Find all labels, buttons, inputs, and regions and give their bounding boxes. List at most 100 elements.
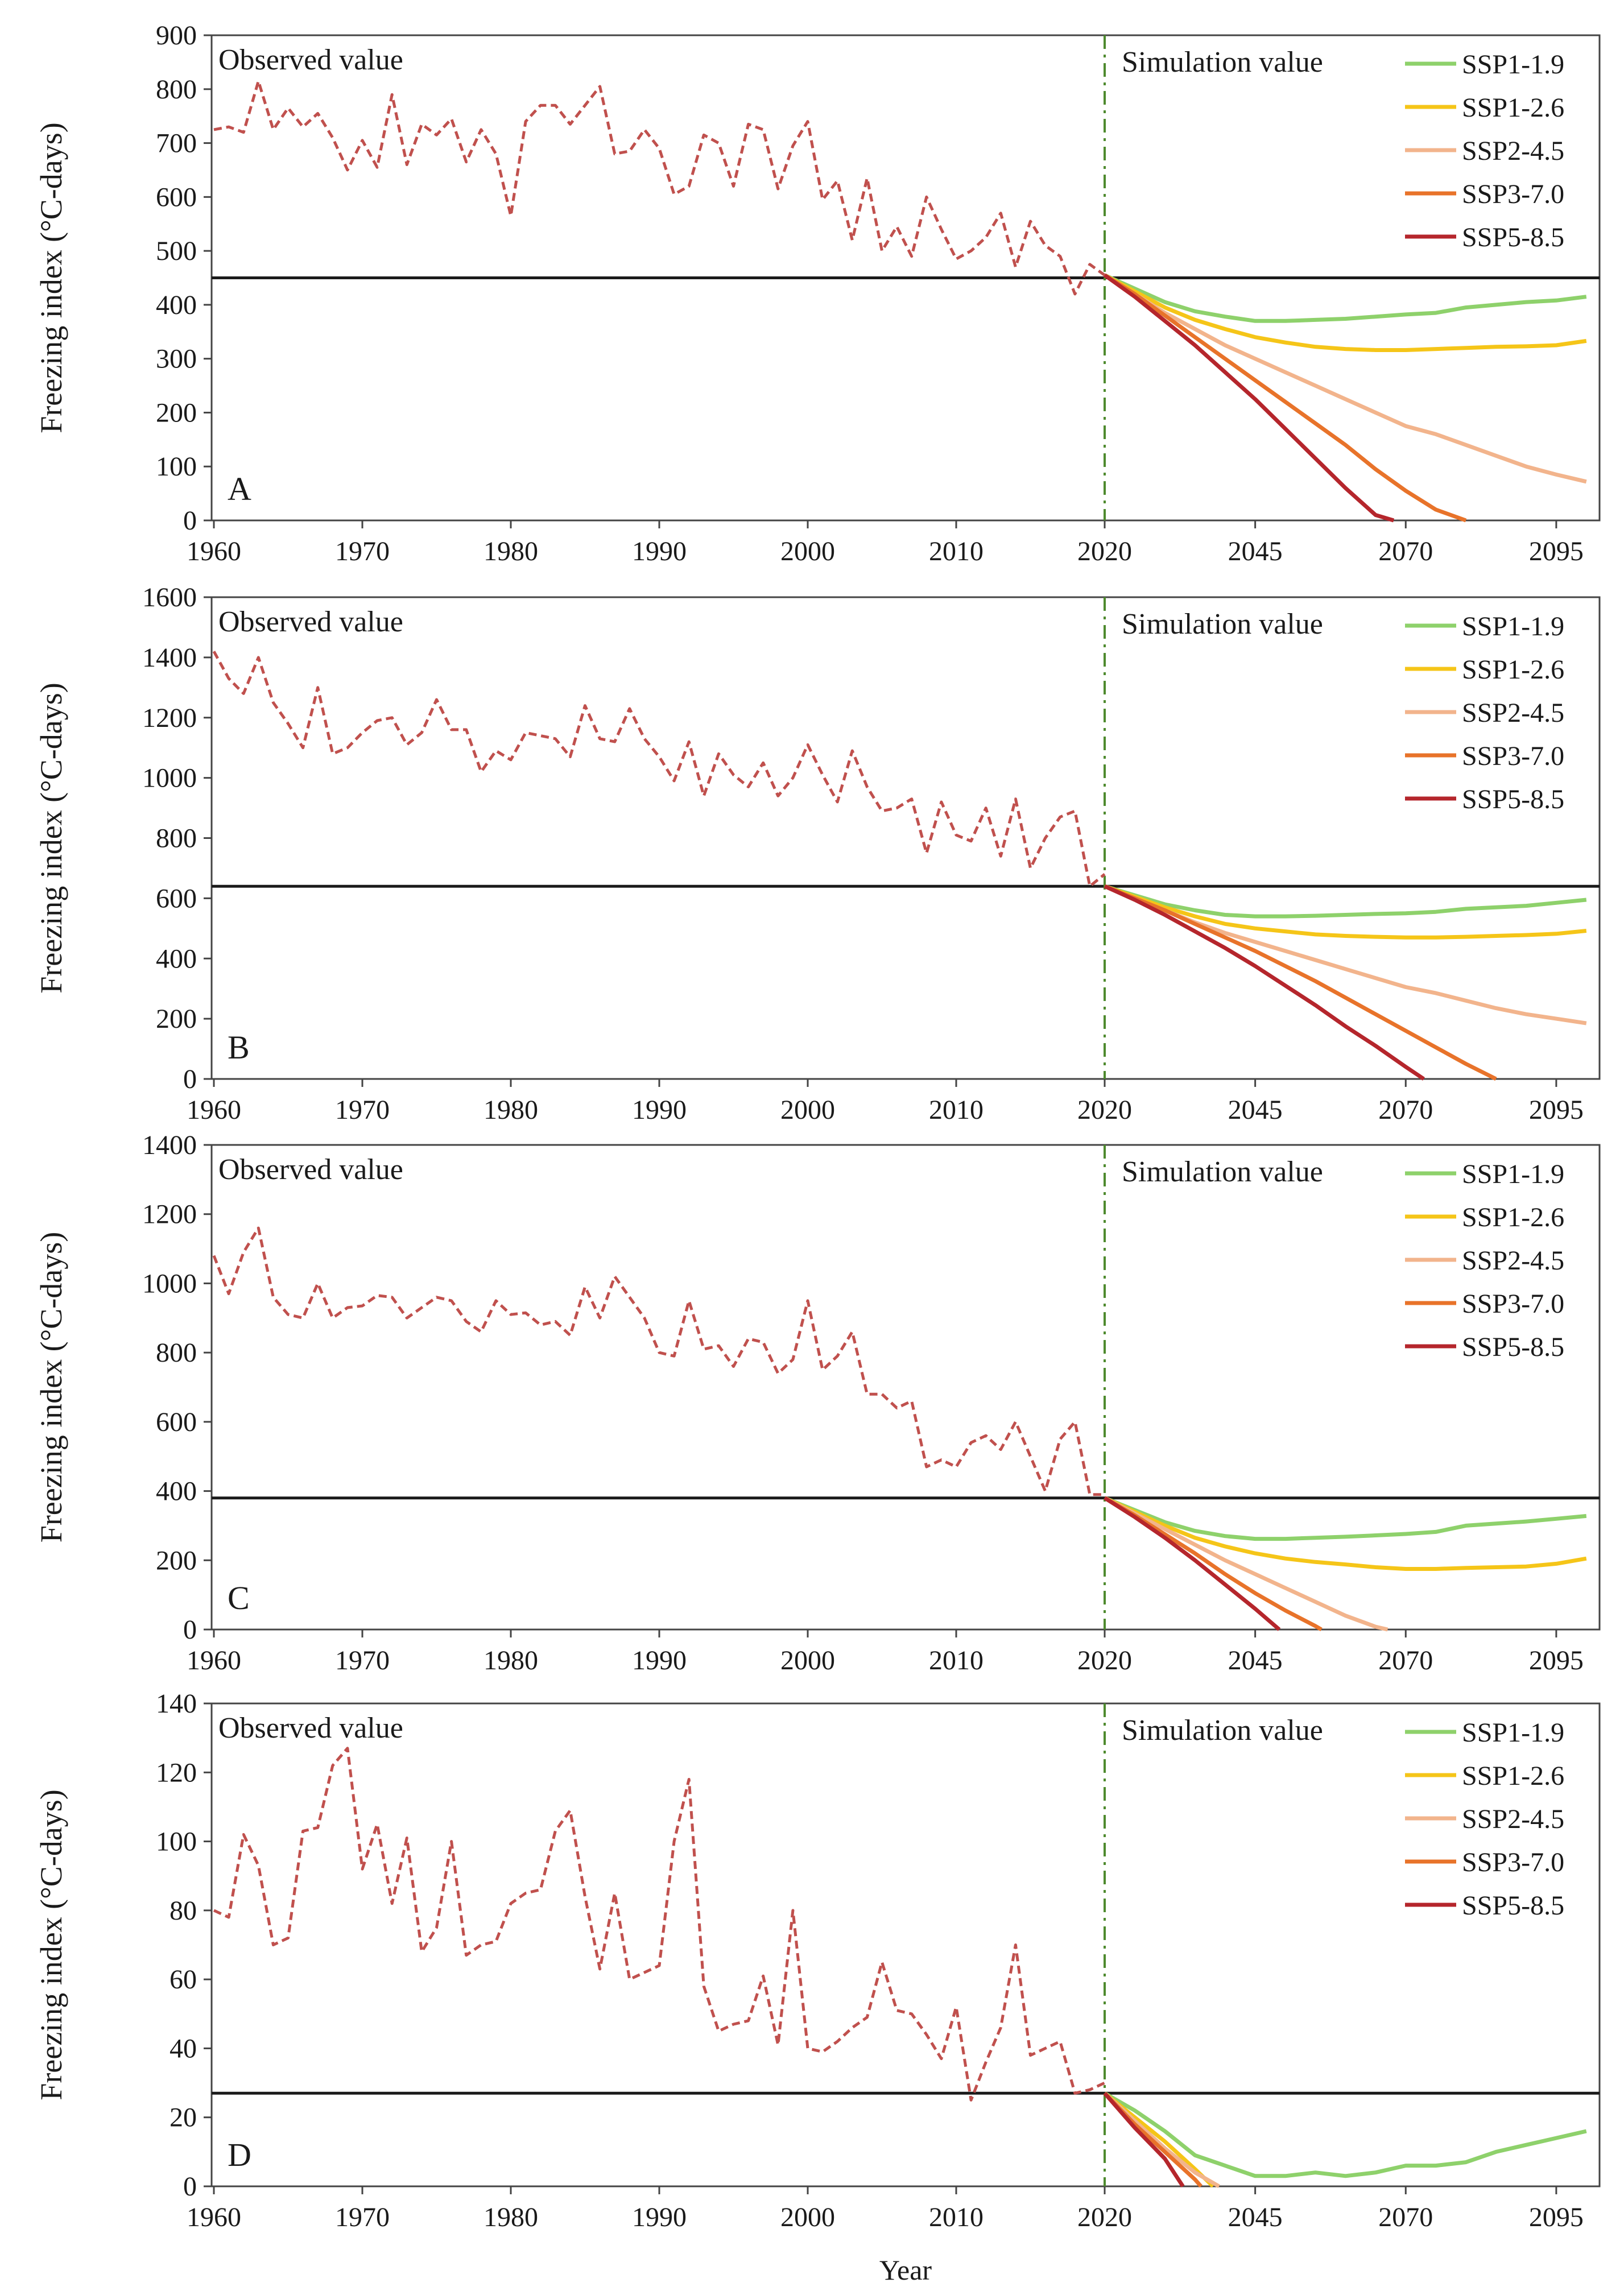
plot-frame xyxy=(210,1702,1601,2187)
y-tick-label: 400 xyxy=(156,944,197,974)
y-tick-label: 40 xyxy=(170,2033,197,2063)
x-tick-label: 1980 xyxy=(484,1645,538,1676)
series-line-ssp1-2-6 xyxy=(1104,1496,1587,1571)
series-line-ssp5-8-5 xyxy=(1103,2091,1185,2187)
x-tick-label: 1960 xyxy=(187,1645,241,1676)
legend-entry: SSP3-7.0 xyxy=(1462,741,1564,771)
y-tick-label: 300 xyxy=(156,344,197,374)
x-tick-label: 1990 xyxy=(632,2202,687,2232)
observed-series-line xyxy=(213,80,1106,296)
y-tick-label: 1400 xyxy=(142,643,197,673)
series-line-ssp1-1-9 xyxy=(1104,2091,1587,2178)
x-tick-label: 2045 xyxy=(1228,536,1283,566)
series-line-ssp1-1-9 xyxy=(1104,1496,1587,1541)
x-tick-label: 2070 xyxy=(1378,1645,1433,1676)
x-tick-label: 1970 xyxy=(335,2202,390,2232)
legend-entry: SSP1-2.6 xyxy=(1462,1202,1564,1233)
x-tick-label: 2095 xyxy=(1529,1095,1584,1125)
y-tick-label: 20 xyxy=(170,2103,197,2133)
x-tick-label: 1960 xyxy=(187,1095,241,1125)
x-tick-label: 2070 xyxy=(1378,1095,1433,1125)
y-tick-label: 500 xyxy=(156,236,197,266)
x-tick-label: 1980 xyxy=(484,2202,538,2232)
x-tick-label: 2045 xyxy=(1228,1095,1283,1125)
series-line-ssp1-1-9 xyxy=(1104,273,1587,323)
panel-letter: D xyxy=(228,2136,251,2173)
y-tick-label: 0 xyxy=(183,2172,197,2202)
x-tick-label: 2045 xyxy=(1228,2202,1283,2232)
x-tick-label: 1970 xyxy=(335,536,390,566)
observed-series-line xyxy=(213,1747,1106,2102)
y-axis-title: Freezing index (°C-days) xyxy=(34,1232,68,1542)
x-tick-label: 1970 xyxy=(335,1095,390,1125)
plot-frame xyxy=(210,596,1601,1080)
y-tick-label: 200 xyxy=(156,398,197,428)
y-tick-label: 0 xyxy=(183,1064,197,1094)
x-tick-label: 1980 xyxy=(484,536,538,566)
x-tick-label: 2000 xyxy=(780,1095,835,1125)
observed-series-line xyxy=(212,651,1106,888)
plot-frame xyxy=(210,1144,1601,1631)
y-axis-title: Freezing index (°C-days) xyxy=(34,122,68,433)
legend-entry: SSP1-2.6 xyxy=(1462,93,1564,123)
y-tick-label: 1000 xyxy=(142,1268,197,1298)
y-tick-label: 1000 xyxy=(142,763,197,793)
observed-value-label: Observed value xyxy=(218,1153,403,1186)
y-tick-label: 800 xyxy=(156,824,197,854)
y-tick-label: 1400 xyxy=(142,1130,197,1160)
panel-b: 0 200 400 600 800 1000 1200 1400 1600 1960 1970 198… xyxy=(34,582,1601,1125)
observed-value-label: Observed value xyxy=(218,44,403,76)
legend-entry: SSP1-1.9 xyxy=(1462,611,1564,642)
legend-entry: SSP1-1.9 xyxy=(1462,49,1564,80)
simulation-value-label: Simulation value xyxy=(1122,46,1323,78)
x-tick-label: 2045 xyxy=(1228,1645,1283,1676)
y-tick-label: 600 xyxy=(156,883,197,913)
legend-entry: SSP5-8.5 xyxy=(1462,222,1564,253)
series-line-ssp1-2-6 xyxy=(1104,884,1587,940)
y-tick-label: 60 xyxy=(170,1965,197,1995)
x-tick-label: 1990 xyxy=(632,536,687,566)
x-tick-label: 2000 xyxy=(780,536,835,566)
series-line-ssp2-4-5 xyxy=(1104,273,1587,484)
x-tick-label: 2000 xyxy=(780,1645,835,1676)
legend-entry: SSP1-2.6 xyxy=(1462,1761,1564,1791)
observed-value-label: Observed value xyxy=(218,1712,403,1744)
y-tick-label: 800 xyxy=(156,75,197,105)
y-tick-label: 120 xyxy=(156,1757,197,1788)
simulation-value-label: Simulation value xyxy=(1122,1714,1323,1747)
y-tick-label: 800 xyxy=(156,1338,197,1368)
y-tick-label: 700 xyxy=(156,129,197,159)
y-tick-label: 1600 xyxy=(142,582,197,613)
x-tick-label: 2070 xyxy=(1378,2202,1433,2232)
x-tick-label: 2020 xyxy=(1077,1095,1132,1125)
x-tick-label: 2010 xyxy=(929,2202,984,2232)
x-axis-title: Year xyxy=(879,2254,932,2286)
x-tick-label: 2020 xyxy=(1077,2202,1132,2232)
y-tick-label: 140 xyxy=(156,1689,197,1719)
x-tick-label: 2000 xyxy=(780,2202,835,2232)
legend-entry: SSP2-4.5 xyxy=(1462,136,1564,166)
y-axis-title: Freezing index (°C-days) xyxy=(34,683,68,993)
x-tick-label: 2020 xyxy=(1077,1645,1132,1676)
series-line-ssp1-1-9 xyxy=(1104,884,1587,919)
x-tick-label: 2070 xyxy=(1378,536,1433,566)
y-tick-label: 200 xyxy=(156,1545,197,1575)
legend-entry: SSP3-7.0 xyxy=(1462,179,1564,209)
x-tick-label: 2010 xyxy=(929,536,984,566)
series-line-ssp3-7-0 xyxy=(1104,273,1467,523)
legend-entry: SSP2-4.5 xyxy=(1462,698,1564,728)
x-tick-label: 1980 xyxy=(484,1095,538,1125)
panel-letter: A xyxy=(228,470,251,507)
x-tick-label: 2095 xyxy=(1529,2202,1584,2232)
legend-entry: SSP2-4.5 xyxy=(1462,1804,1564,1834)
panel-d: 0 20 40 60 80 100 120 140 1960 1970 1980 1990 2000 20… xyxy=(34,1689,1601,2232)
series-line-ssp5-8-5 xyxy=(1103,273,1395,523)
y-tick-label: 400 xyxy=(156,290,197,320)
simulation-value-label: Simulation value xyxy=(1122,1156,1323,1188)
y-tick-label: 0 xyxy=(183,506,197,536)
y-axis-title: Freezing index (°C-days) xyxy=(34,1789,68,2100)
x-tick-label: 2010 xyxy=(929,1095,984,1125)
x-tick-label: 1960 xyxy=(187,536,241,566)
series-line-ssp1-2-6 xyxy=(1104,273,1587,352)
x-tick-label: 1960 xyxy=(187,2202,241,2232)
